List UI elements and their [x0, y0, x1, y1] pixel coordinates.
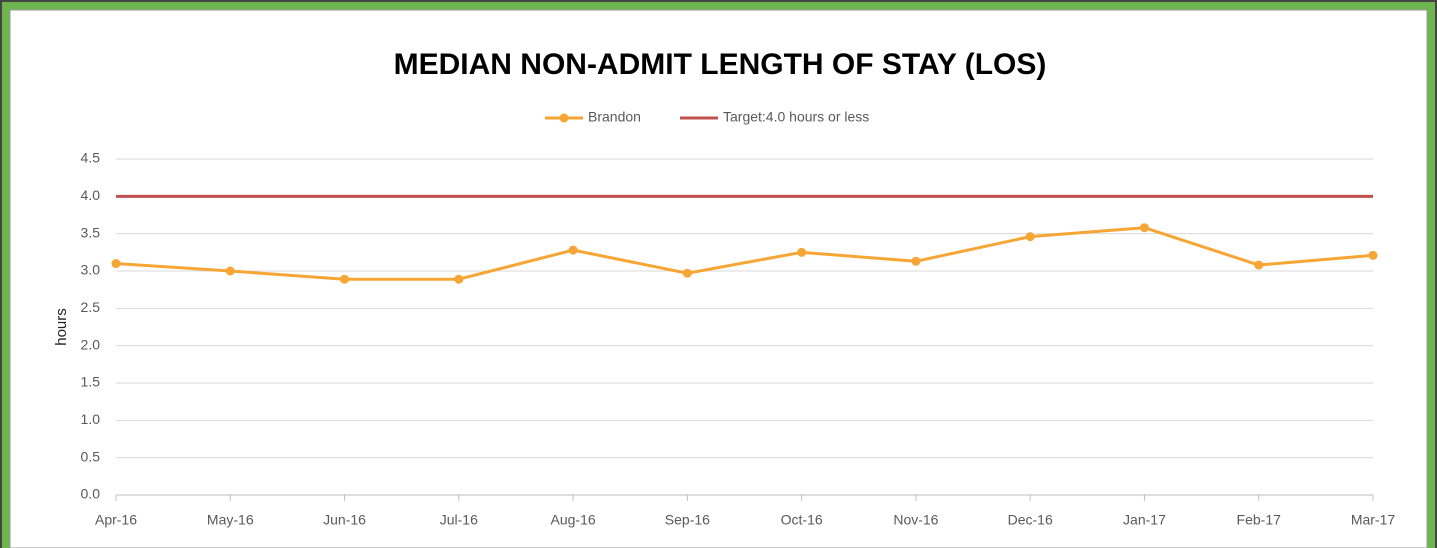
point	[111, 259, 121, 269]
legend-label: Brandon	[588, 109, 641, 125]
y-axis-label: hours	[53, 308, 70, 346]
point	[1139, 223, 1149, 233]
point	[1254, 260, 1264, 270]
x-tick-label: Dec-16	[1008, 512, 1053, 528]
point	[340, 274, 350, 284]
point	[568, 245, 578, 255]
point	[1368, 250, 1378, 260]
y-tick-label: 0.0	[81, 486, 101, 502]
chart-area	[9, 9, 1428, 548]
x-tick-label: Jul-16	[440, 512, 478, 528]
point	[225, 266, 235, 276]
point	[682, 268, 692, 278]
x-tick-label: Nov-16	[893, 512, 938, 528]
y-tick-label: 2.0	[81, 336, 101, 352]
y-tick-label: 3.0	[81, 262, 101, 278]
x-tick-label: Feb-17	[1237, 512, 1282, 528]
y-tick-label: 2.5	[81, 299, 101, 315]
x-tick-label: Jan-17	[1123, 512, 1166, 528]
y-tick-label: 0.5	[81, 448, 101, 464]
x-tick-label: Sep-16	[665, 512, 710, 528]
y-tick-label: 3.5	[81, 224, 101, 240]
x-tick-label: Jun-16	[323, 512, 366, 528]
y-tick-label: 1.5	[81, 374, 101, 390]
legend-label: Target:4.0 hours or less	[723, 109, 869, 125]
y-tick-label: 1.0	[81, 411, 101, 427]
y-tick-label: 4.0	[81, 187, 101, 203]
point	[797, 247, 807, 257]
y-tick-label: 4.5	[81, 150, 101, 166]
x-tick-label: May-16	[207, 512, 254, 528]
legend-marker	[559, 113, 569, 123]
series-line	[115, 226, 1374, 281]
point	[454, 274, 464, 284]
chart-title: MEDIAN NON-ADMIT LENGTH OF STAY (LOS)	[394, 48, 1047, 81]
x-tick-label: Mar-17	[1351, 512, 1396, 528]
x-tick-label: Oct-16	[781, 512, 823, 528]
point	[1025, 232, 1035, 242]
x-tick-label: Aug-16	[551, 512, 596, 528]
point	[911, 256, 921, 266]
x-tick-label: Apr-16	[95, 512, 137, 528]
